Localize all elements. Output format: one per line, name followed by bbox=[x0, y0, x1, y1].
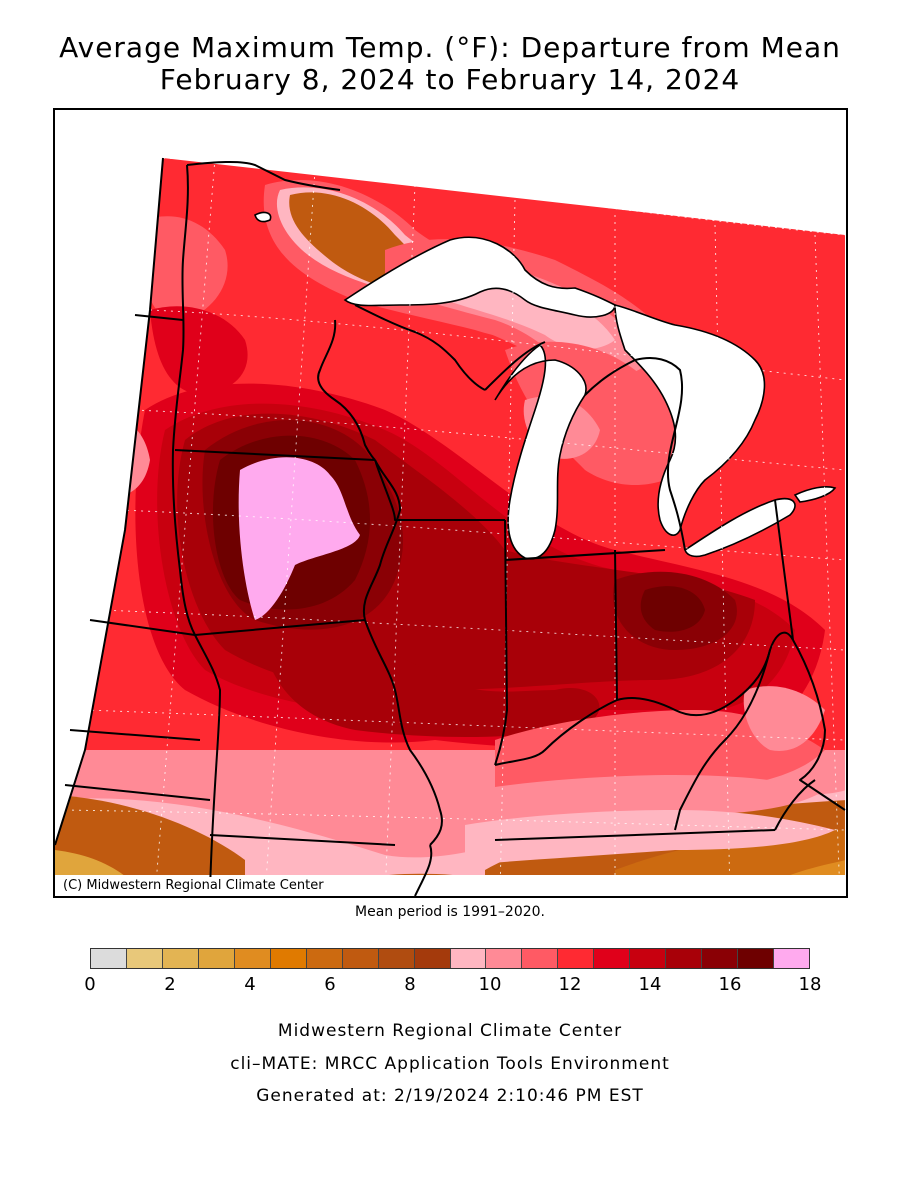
legend-swatch bbox=[774, 949, 810, 968]
legend-swatch bbox=[630, 949, 667, 968]
footer-generated-timestamp: Generated at: 2/19/2024 2:10:46 PM EST bbox=[256, 1086, 644, 1106]
legend-swatch bbox=[378, 949, 415, 968]
great-lakes bbox=[254, 211, 837, 560]
legend-swatch bbox=[486, 949, 523, 968]
legend-swatch bbox=[126, 949, 163, 968]
copyright-label: (C) Midwestern Regional Climate Center bbox=[57, 877, 330, 894]
legend-swatch bbox=[702, 949, 739, 968]
footer-tool-name: cli–MATE: MRCC Application Tools Environ… bbox=[230, 1054, 670, 1074]
legend-tick-label: 2 bbox=[164, 974, 176, 995]
lake-huron bbox=[614, 303, 766, 536]
legend-tick-label: 10 bbox=[478, 974, 502, 995]
graticule bbox=[64, 157, 846, 896]
lake-superior bbox=[343, 236, 616, 318]
legend-swatch bbox=[450, 949, 487, 968]
legend-swatch bbox=[342, 949, 379, 968]
legend-tick-label: 0 bbox=[84, 974, 96, 995]
legend-tick-label: 16 bbox=[718, 974, 742, 995]
mean-period-note: Mean period is 1991–2020. bbox=[355, 904, 545, 920]
color-scale-legend bbox=[90, 948, 810, 969]
legend-swatch bbox=[306, 949, 343, 968]
legend-swatch bbox=[594, 949, 631, 968]
state-borders bbox=[55, 157, 846, 896]
temperature-departure-map[interactable] bbox=[55, 110, 846, 896]
legend-tick-label: 14 bbox=[638, 974, 662, 995]
legend-tick-label: 18 bbox=[798, 974, 822, 995]
legend-tick-label: 12 bbox=[558, 974, 582, 995]
legend-swatch bbox=[558, 949, 595, 968]
lake-erie bbox=[684, 497, 796, 558]
legend-tick-label: 6 bbox=[324, 974, 336, 995]
lake-of-the-woods bbox=[254, 211, 272, 223]
legend-swatch bbox=[738, 949, 775, 968]
footer-organization: Midwestern Regional Climate Center bbox=[277, 1021, 623, 1041]
legend-swatch bbox=[270, 949, 307, 968]
legend-swatch bbox=[234, 949, 271, 968]
chart-title-line1: Average Maximum Temp. (°F): Departure fr… bbox=[59, 31, 841, 64]
lake-ontario-edge bbox=[793, 486, 837, 503]
legend-swatch bbox=[198, 949, 235, 968]
lake-michigan bbox=[494, 343, 587, 560]
legend-swatch bbox=[666, 949, 703, 968]
map-frame[interactable]: (C) Midwestern Regional Climate Center bbox=[53, 108, 848, 898]
legend-swatch bbox=[91, 949, 127, 968]
chart-title-line2: February 8, 2024 to February 14, 2024 bbox=[159, 63, 741, 96]
legend-swatch bbox=[522, 949, 559, 968]
legend-swatch bbox=[414, 949, 451, 968]
legend-tick-label: 4 bbox=[244, 974, 256, 995]
legend-swatch bbox=[162, 949, 199, 968]
legend-tick-label: 8 bbox=[404, 974, 416, 995]
